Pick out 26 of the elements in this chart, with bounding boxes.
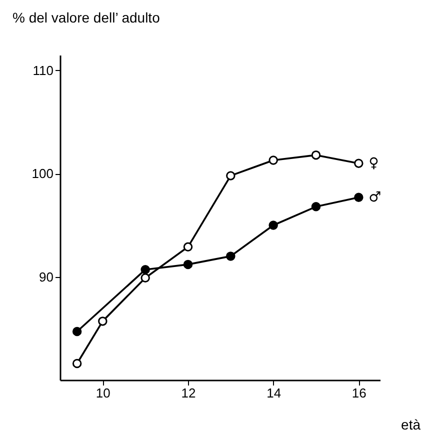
point: [183, 242, 193, 252]
y-axis-title: % del valore dell’ adulto: [12, 10, 160, 26]
point: [268, 156, 278, 165]
x-axis-title: età: [401, 416, 421, 432]
x-tick-label: 12: [181, 386, 196, 400]
x-tick-label: 16: [352, 386, 366, 400]
x-tick-label: 14: [266, 386, 282, 400]
point: [354, 158, 364, 168]
point: [311, 150, 321, 160]
point: [354, 192, 364, 202]
y-tick-label: 110: [32, 62, 54, 78]
point: [98, 316, 108, 326]
point: [311, 202, 321, 212]
point: [268, 220, 278, 230]
point: [226, 171, 236, 180]
point: [72, 358, 82, 368]
series-label: ♀: [368, 155, 379, 172]
point: [226, 252, 236, 261]
x-tick-label: 10: [96, 386, 110, 400]
point: [72, 326, 82, 336]
series-label: ♂: [368, 189, 382, 206]
point: [140, 273, 150, 282]
point: [183, 260, 193, 270]
y-tick-label: 90: [39, 269, 54, 284]
point: [140, 264, 150, 274]
y-tick-label: 100: [32, 166, 54, 182]
